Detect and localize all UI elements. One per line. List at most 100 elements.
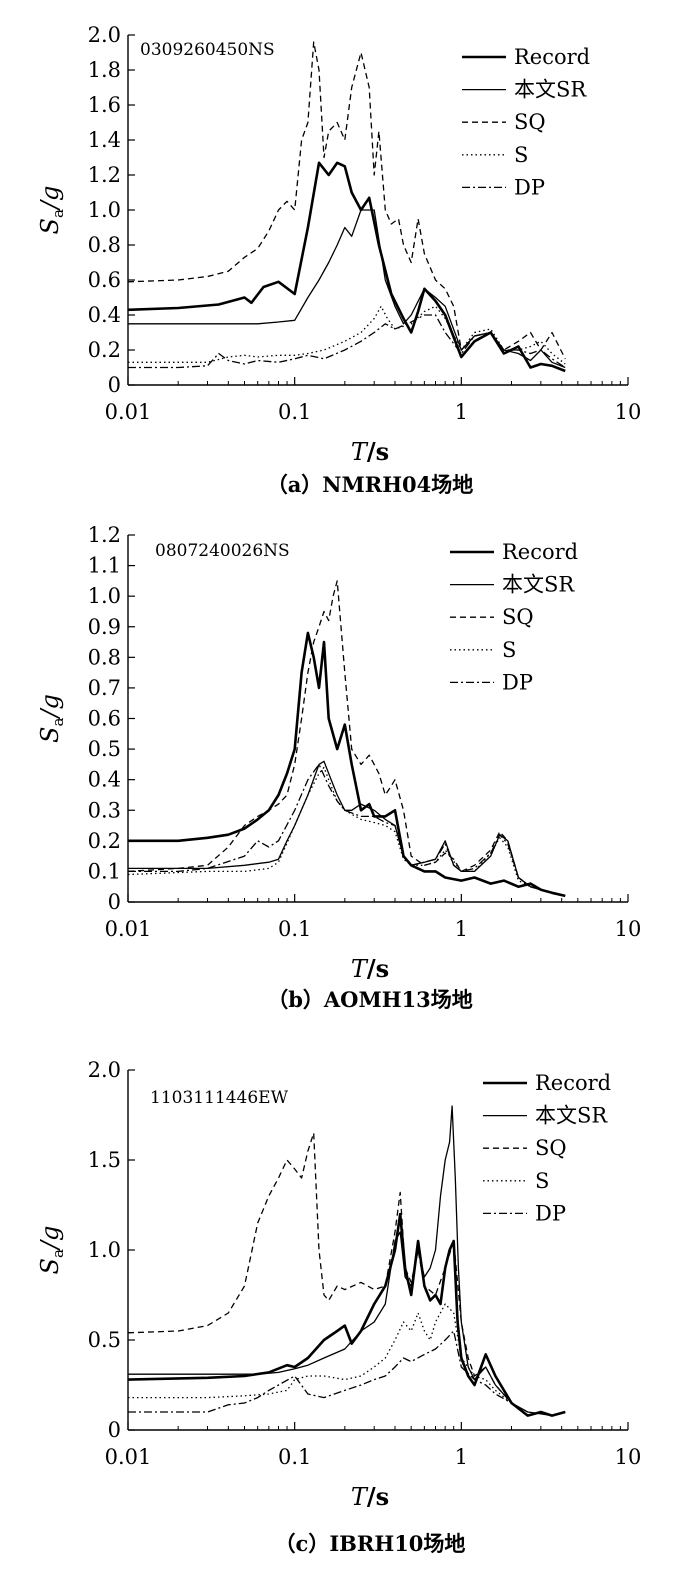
- y-tick-label: 1.1: [88, 554, 121, 578]
- y-axis-label: Sa/g: [36, 186, 67, 235]
- series-line: [127, 766, 566, 897]
- x-tick-label: 10: [615, 1445, 642, 1469]
- x-axis-label-main: T: [351, 438, 369, 466]
- x-tick-label: 0.01: [105, 917, 152, 941]
- record-id-label: 1103111446EW: [150, 1088, 289, 1108]
- legend-label: DP: [502, 670, 533, 694]
- x-axis-label: T/s: [351, 1482, 389, 1511]
- y-axis-label-tail: /g: [36, 694, 64, 719]
- legend: Record 本文SR SQ S DP: [462, 45, 590, 199]
- y-axis-label-main: S: [36, 218, 64, 234]
- legend-label: Record: [514, 45, 590, 69]
- record-id-label: 0309260450NS: [140, 40, 275, 60]
- y-axis-label-tail: /g: [36, 1226, 64, 1251]
- legend: Record 本文SR SQ S DP: [483, 1071, 611, 1225]
- y-tick-label: 1.0: [88, 1238, 121, 1262]
- chart-panel-1: 0.01 0.1 1 10 0 0.2 0.4 0.6 0.8 1.0 1.2 1.4 1.6 1.8 2.…: [36, 23, 641, 497]
- y-tick-label: 0: [108, 1418, 121, 1442]
- y-tick-label: 0.7: [88, 676, 121, 700]
- legend-label: S: [535, 1169, 549, 1193]
- x-tick-label: 1: [455, 400, 468, 424]
- y-tick-label: 0.8: [88, 645, 121, 669]
- y-tick-label: 1.0: [88, 198, 121, 222]
- y-tick-label: 0.9: [88, 615, 121, 639]
- x-tick-label: 1: [455, 1445, 468, 1469]
- x-tick-label: 1: [455, 917, 468, 941]
- y-tick-label: 0.4: [88, 303, 121, 327]
- legend-label: 本文SR: [535, 1104, 608, 1128]
- y-tick-label: 0.6: [88, 707, 121, 731]
- y-axis-label-tail: /g: [36, 186, 64, 211]
- y-tick-label: 1.0: [88, 584, 121, 608]
- y-tick-label: 1.4: [88, 128, 121, 152]
- x-tick-label: 0.1: [278, 1445, 311, 1469]
- y-tick-label: 0.8: [88, 233, 121, 257]
- y-tick-label: 0.5: [88, 1328, 121, 1352]
- y-tick-label: 2.0: [88, 23, 121, 47]
- legend-label: SQ: [514, 110, 546, 134]
- legend-label: SQ: [502, 605, 534, 629]
- x-tick-label: 0.1: [278, 400, 311, 424]
- record-id-label: 0807240026NS: [155, 541, 290, 561]
- y-tick-label: 1.6: [88, 93, 121, 117]
- series-line: [128, 763, 566, 897]
- x-tick-label: 10: [615, 917, 642, 941]
- legend-label: Record: [502, 540, 578, 564]
- y-axis-label-sub: a: [49, 209, 67, 218]
- x-tick-label: 0.01: [105, 1445, 152, 1469]
- x-axis-label-unit: /s: [367, 954, 389, 983]
- y-tick-label: 0.5: [88, 737, 121, 761]
- series-line: [128, 1330, 566, 1417]
- y-tick-label: 0: [108, 890, 121, 914]
- legend: Record 本文SR SQ S DP: [450, 540, 578, 694]
- y-tick-label: 2.0: [88, 1058, 121, 1082]
- x-axis-label-unit: /s: [367, 1482, 389, 1511]
- y-axis-label-main: S: [36, 726, 64, 742]
- legend-label: DP: [535, 1201, 566, 1225]
- y-axis-label-main: S: [36, 1258, 64, 1274]
- series-line: [128, 760, 566, 897]
- series-line: [127, 1212, 566, 1417]
- series-line: [128, 305, 566, 365]
- series-line: [128, 1303, 566, 1417]
- y-tick-label: 0.2: [88, 338, 121, 362]
- series-line: [127, 580, 566, 897]
- y-tick-label: 1.2: [88, 163, 121, 187]
- legend-label: 本文SR: [502, 573, 575, 597]
- legend-label: Record: [535, 1071, 611, 1095]
- y-tick-label: 0.6: [88, 268, 121, 292]
- y-axis-label-sub: a: [49, 717, 67, 726]
- y-axis-label: Sa/g: [36, 1226, 67, 1275]
- series-line: [128, 314, 566, 369]
- legend-label: 本文SR: [514, 78, 587, 102]
- x-tick-label: 10: [615, 400, 642, 424]
- y-tick-label: 1.5: [88, 1148, 121, 1172]
- y-tick-label: 0.4: [88, 768, 121, 792]
- series-line: [127, 1132, 566, 1417]
- y-tick-label: 1.2: [88, 523, 121, 547]
- x-tick-label: 0.01: [105, 400, 152, 424]
- series-line: [127, 161, 566, 373]
- series-line: [128, 209, 566, 369]
- x-axis-label-main: T: [351, 955, 369, 983]
- y-tick-label: 0.1: [88, 859, 121, 883]
- legend-label: SQ: [535, 1136, 567, 1160]
- series-line: [128, 1105, 566, 1417]
- legend-label: S: [514, 143, 528, 167]
- chart-panel-3: 0.01 0.1 1 10 0 0.5 1.0 1.5 2.0 Sa/g T/s （c）IBRH10场…: [36, 1058, 641, 1556]
- x-axis-label: T/s: [351, 954, 389, 983]
- series-line: [128, 631, 566, 898]
- chart-caption: （c）IBRH10场地: [275, 1531, 466, 1556]
- y-axis-label: Sa/g: [36, 694, 67, 743]
- y-axis-label-sub: a: [49, 1249, 67, 1258]
- y-tick-label: 0.3: [88, 798, 121, 822]
- y-tick-label: 0: [108, 373, 121, 397]
- legend-label: S: [502, 638, 516, 662]
- chart-caption: （b）AOMH13场地: [267, 987, 473, 1012]
- chart-panel-2: 0.01 0.1 1 10 0 0.1 0.2 0.3 0.4 0.5 0.6 0.7 0.8 0.9 1.…: [36, 523, 641, 1012]
- chart-caption: （a）NMRH04场地: [267, 472, 474, 497]
- x-tick-label: 0.1: [278, 917, 311, 941]
- x-axis-label-unit: /s: [367, 437, 389, 466]
- y-tick-label: 0.2: [88, 829, 121, 853]
